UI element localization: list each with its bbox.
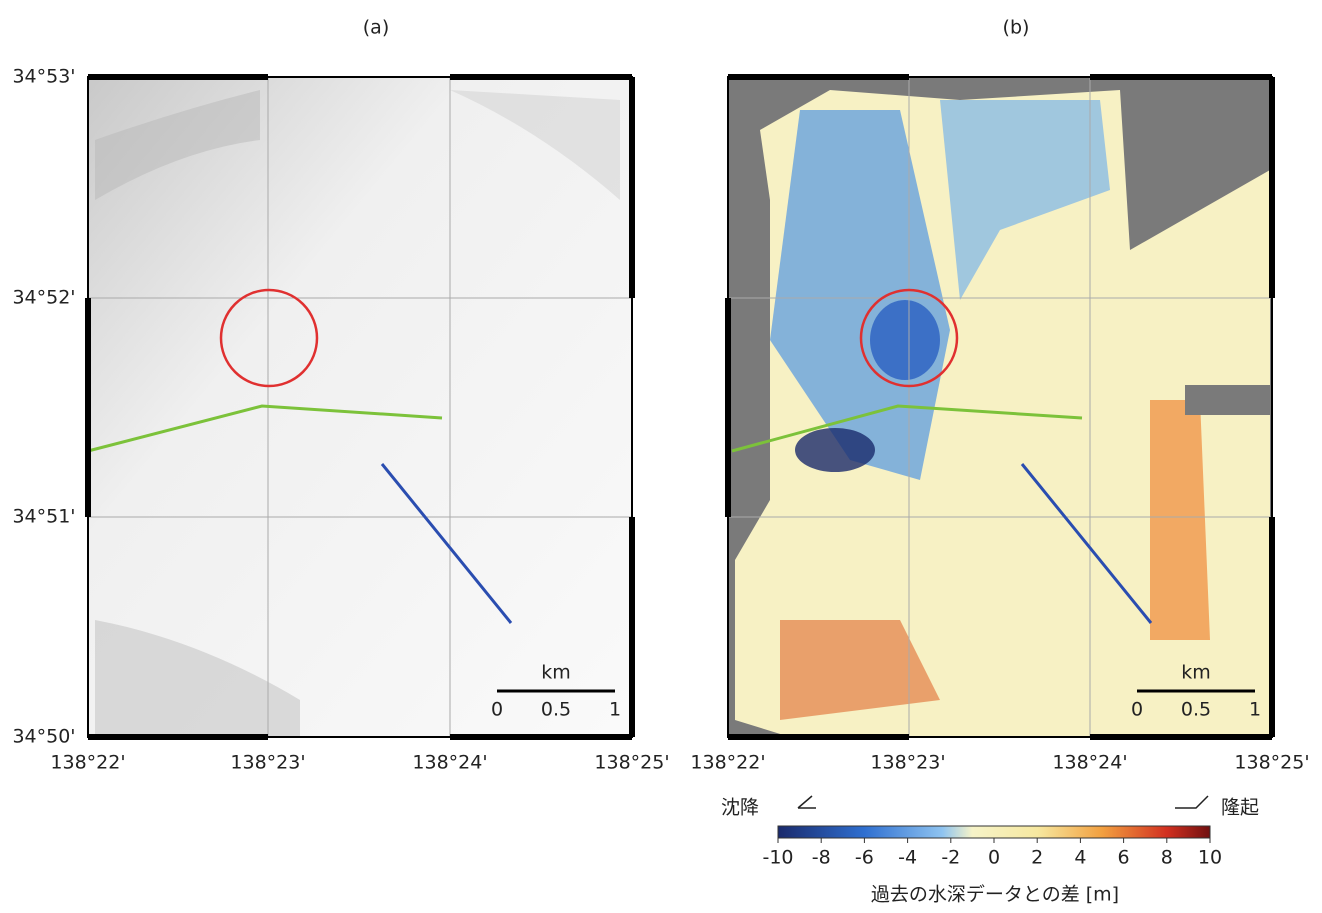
lon-label: 138°22' [50, 752, 125, 774]
colorbar-right-label: 隆起 [1221, 797, 1259, 819]
scale-label: 1 [609, 699, 621, 721]
lon-label: 138°24' [412, 752, 487, 774]
uplift-icon [1175, 796, 1208, 808]
figure: 沈降 隆起 過去の水深データとの差 [m] (a) 34°53' 34°52' 34°… [0, 0, 1322, 913]
colorbar-tick-label: 6 [1118, 847, 1130, 869]
lon-label: 138°23' [230, 752, 305, 774]
panel-a [88, 77, 632, 737]
lat-label: 34°50' [12, 726, 75, 748]
lat-label: 34°52' [12, 287, 75, 309]
panel-b [728, 77, 1272, 737]
lon-label: 138°24' [1052, 752, 1127, 774]
panel-label: (a) [363, 17, 389, 39]
scale-unit: km [541, 662, 571, 684]
lon-label: 138°25' [1234, 752, 1309, 774]
colorbar-tick-label: -10 [762, 847, 793, 869]
scale-label: 0.5 [1181, 699, 1211, 721]
panel-label: (b) [1003, 17, 1030, 39]
colorbar-tick-label: 8 [1161, 847, 1173, 869]
hillshade [88, 77, 632, 737]
scale-label: 1 [1249, 699, 1261, 721]
subsidence [795, 428, 875, 472]
colorbar-left-label: 沈降 [721, 797, 759, 819]
colorbar [778, 826, 1210, 838]
subsidence-icon [798, 796, 816, 808]
colorbar-tick-label: 10 [1198, 847, 1222, 869]
colorbar-tick-label: -8 [812, 847, 831, 869]
lat-label: 34°51' [12, 506, 75, 528]
colorbar-tick-label: -4 [898, 847, 917, 869]
lon-label: 138°22' [690, 752, 765, 774]
colorbar-tick-label: 4 [1074, 847, 1086, 869]
colorbar-tick-label: -2 [941, 847, 960, 869]
subsidence [870, 300, 940, 380]
colorbar-tick-label: 0 [988, 847, 1000, 869]
scale-unit: km [1181, 662, 1211, 684]
lon-label: 138°25' [594, 752, 669, 774]
colorbar-tick-label: -6 [855, 847, 874, 869]
scale-label: 0.5 [541, 699, 571, 721]
scale-label: 0 [1131, 699, 1143, 721]
colorbar-tick-label: 2 [1031, 847, 1043, 869]
no-data [1185, 385, 1270, 415]
colorbar-title: 過去の水深データとの差 [m] [871, 884, 1119, 906]
uplift [1150, 400, 1210, 640]
lat-label: 34°53' [12, 66, 75, 88]
scale-label: 0 [491, 699, 503, 721]
lon-label: 138°23' [870, 752, 945, 774]
